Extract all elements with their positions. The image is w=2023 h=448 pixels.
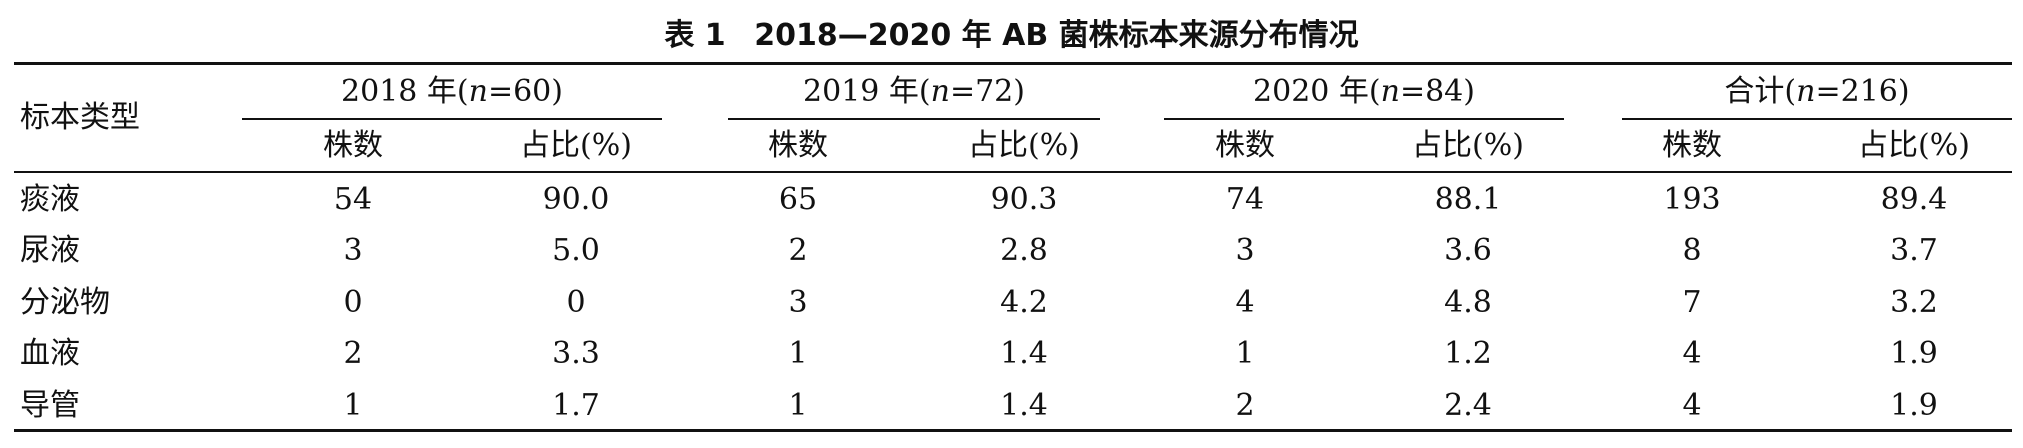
bottom-rule [14, 429, 2012, 432]
table-cell: 3.6 [1444, 233, 1492, 268]
table-cell: 7 [1682, 285, 1702, 320]
table-cell: 2.4 [1444, 388, 1492, 423]
table-cell: 4 [1682, 388, 1702, 423]
group-rule-total [1622, 118, 2012, 120]
table-cell: 89.4 [1880, 182, 1948, 217]
table-cell: 1 [788, 336, 808, 371]
table-cell: 3 [1235, 233, 1255, 268]
header-pct-2020: 占比(%) [1412, 128, 1524, 163]
table-cell: 5.0 [552, 233, 600, 268]
header-sample-type: 标本类型 [20, 100, 140, 135]
header-count-2020: 株数 [1215, 128, 1275, 163]
table-caption: 表 1 2018—2020 年 AB 菌株标本来源分布情况 [0, 16, 2023, 56]
table-cell: 3.3 [552, 336, 600, 371]
header-count-2018: 株数 [323, 128, 383, 163]
table-cell: 4.8 [1444, 285, 1492, 320]
table-cell: 90.0 [542, 182, 610, 217]
row-sample-type: 血液 [20, 336, 80, 371]
table-cell: 2 [343, 336, 363, 371]
table-cell: 54 [333, 182, 373, 217]
header-pct-total: 占比(%) [1858, 128, 1970, 163]
group-rule-2019 [728, 118, 1100, 120]
table-cell: 1.4 [1000, 388, 1048, 423]
group-rule-2018 [242, 118, 662, 120]
group-rule-2020 [1164, 118, 1564, 120]
table-label: 表 1 [664, 18, 726, 53]
table-cell: 90.3 [990, 182, 1058, 217]
table-cell: 1.2 [1444, 336, 1492, 371]
row-sample-type: 痰液 [20, 182, 80, 217]
row-sample-type: 导管 [20, 388, 80, 423]
table-cell: 8 [1682, 233, 1702, 268]
table-cell: 1.9 [1890, 388, 1938, 423]
table-cell: 3 [788, 285, 808, 320]
table-cell: 193 [1663, 182, 1721, 217]
table-cell: 1.7 [552, 388, 600, 423]
header-group-2018: 2018 年(n=60) [341, 74, 563, 109]
table-cell: 3.7 [1890, 233, 1938, 268]
header-bottom-rule [14, 171, 2012, 173]
header-count-total: 株数 [1662, 128, 1722, 163]
header-group-2019: 2019 年(n=72) [803, 74, 1025, 109]
table-cell: 1 [1235, 336, 1255, 371]
table-cell: 0 [566, 285, 586, 320]
header-group-total: 合计(n=216) [1724, 74, 1910, 109]
table-cell: 65 [778, 182, 818, 217]
header-pct-2018: 占比(%) [520, 128, 632, 163]
row-sample-type: 尿液 [20, 233, 80, 268]
table-cell: 2 [788, 233, 808, 268]
header-pct-2019: 占比(%) [968, 128, 1080, 163]
table-cell: 3.2 [1890, 285, 1938, 320]
table-cell: 3 [343, 233, 363, 268]
header-group-2020: 2020 年(n=84) [1253, 74, 1475, 109]
table-cell: 1 [343, 388, 363, 423]
table-cell: 88.1 [1434, 182, 1502, 217]
table-cell: 2 [1235, 388, 1255, 423]
top-rule [14, 62, 2012, 65]
table-cell: 1.4 [1000, 336, 1048, 371]
table-cell: 2.8 [1000, 233, 1048, 268]
row-sample-type: 分泌物 [20, 285, 110, 320]
table-cell: 4 [1235, 285, 1255, 320]
table-cell: 74 [1225, 182, 1265, 217]
table-cell: 0 [343, 285, 363, 320]
header-count-2019: 株数 [768, 128, 828, 163]
table-cell: 4 [1682, 336, 1702, 371]
table-title: 2018—2020 年 AB 菌株标本来源分布情况 [754, 18, 1359, 53]
table-cell: 1 [788, 388, 808, 423]
table-cell: 4.2 [1000, 285, 1048, 320]
table-cell: 1.9 [1890, 336, 1938, 371]
